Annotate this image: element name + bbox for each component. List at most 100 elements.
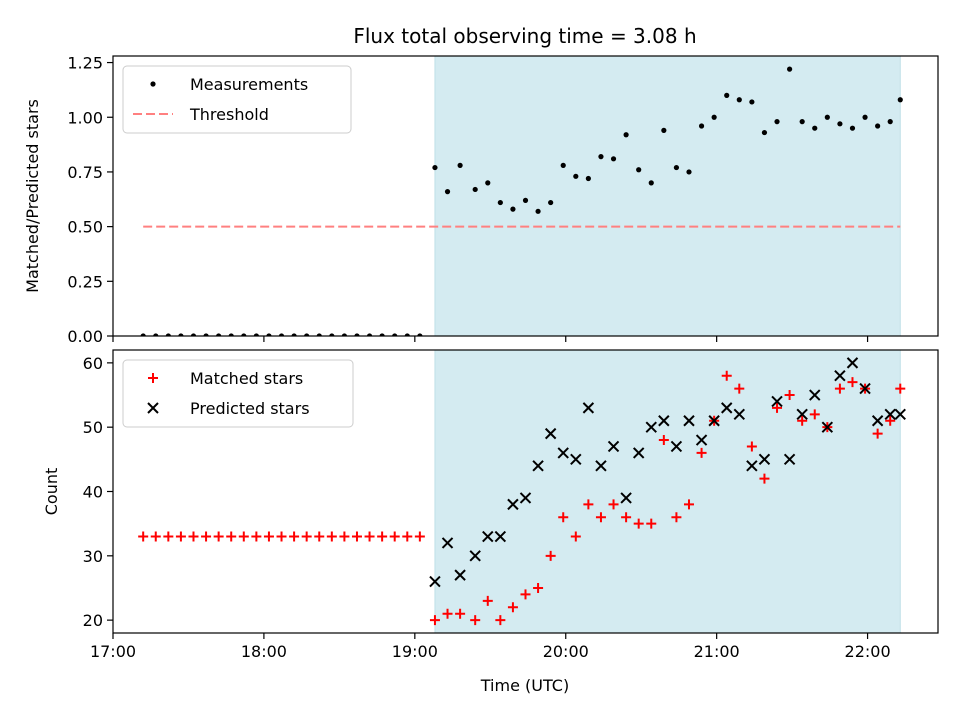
measurement-point xyxy=(228,333,234,336)
predicted-point xyxy=(670,440,683,453)
x-axis-ticks xyxy=(112,336,869,342)
legend-box xyxy=(122,65,352,134)
matched-point xyxy=(351,531,362,542)
measurement-point xyxy=(266,333,272,336)
predicted-point xyxy=(884,408,896,421)
matched-point xyxy=(238,531,249,542)
measurement-point xyxy=(887,119,893,125)
measurement-point xyxy=(686,169,692,175)
predicted-point xyxy=(607,440,620,453)
matched-point xyxy=(621,512,632,523)
measurement-point xyxy=(304,333,310,336)
y-tick-label: 0.00 xyxy=(67,327,103,346)
matched-point xyxy=(377,531,388,542)
measurement-point xyxy=(404,333,410,336)
matched-point xyxy=(163,531,174,542)
bottom-panel: 20 30 40 50 60 17:00 18:00 19:00 20:00 21:00 22:00… xyxy=(42,349,939,661)
measurement-point xyxy=(560,162,566,168)
legend-marker-matched xyxy=(148,373,158,383)
matched-point xyxy=(784,390,795,401)
measurement-point xyxy=(432,164,438,171)
measurement-point xyxy=(417,333,423,336)
series-0 xyxy=(140,66,903,336)
predicted-point xyxy=(494,530,507,543)
series-1 xyxy=(429,357,906,588)
measurement-point xyxy=(153,333,159,336)
matched-point xyxy=(482,595,493,606)
measurement-point xyxy=(522,197,529,203)
predicted-point xyxy=(532,460,544,472)
measurement-point xyxy=(837,121,843,127)
matched-point xyxy=(533,582,544,593)
matched-point xyxy=(658,435,669,446)
measurement-point xyxy=(472,186,478,193)
measurement-point xyxy=(787,66,793,72)
predicted-point xyxy=(683,415,695,427)
y-tick-label: 0.25 xyxy=(67,272,103,291)
predicted-point xyxy=(519,492,532,504)
measurement-point xyxy=(623,132,629,138)
measurement-point xyxy=(497,199,503,206)
y-tick-label: 1.00 xyxy=(67,108,103,127)
legend: Measurements Threshold xyxy=(122,65,352,134)
predicted-point xyxy=(746,460,758,472)
matched-point xyxy=(797,415,808,426)
measurement-point xyxy=(241,333,247,336)
matched-point xyxy=(470,615,481,626)
predicted-point xyxy=(733,408,746,421)
matched-point xyxy=(175,531,186,542)
matched-point xyxy=(326,531,337,542)
predicted-point xyxy=(469,550,481,562)
y-tick-label: 1.25 xyxy=(67,54,103,73)
measurement-point xyxy=(761,129,768,136)
y-tick-label: 20 xyxy=(83,611,103,630)
measurement-point xyxy=(316,333,322,336)
predicted-point xyxy=(557,447,569,459)
legend-marker-measurement xyxy=(150,81,156,87)
matched-point xyxy=(389,531,400,542)
data-marks xyxy=(138,357,906,626)
measurement-point xyxy=(253,333,259,336)
matched-point xyxy=(545,550,556,561)
matched-point xyxy=(558,512,569,523)
series-0 xyxy=(138,370,906,626)
measurement-point xyxy=(897,97,903,103)
predicted-point xyxy=(620,492,632,504)
matched-point xyxy=(696,447,707,458)
predicted-point xyxy=(570,453,582,466)
matched-point xyxy=(364,531,375,542)
y-tick-label: 50 xyxy=(83,418,103,437)
legend-marker-predicted xyxy=(147,402,159,414)
matched-point xyxy=(495,615,506,626)
top-panel: 0.00 0.25 0.50 0.75 1.00 1.25 Matched/Predicte… xyxy=(23,54,939,346)
matched-point xyxy=(895,383,906,394)
measurement-point xyxy=(535,208,541,214)
measurement-point xyxy=(698,123,705,129)
matched-point xyxy=(721,370,732,381)
measurement-point xyxy=(573,173,579,179)
y-tick-label: 0.50 xyxy=(67,218,103,237)
legend-box xyxy=(122,359,354,428)
measurement-point xyxy=(341,333,348,336)
measurement-point xyxy=(585,175,591,182)
measurement-point xyxy=(190,333,197,336)
measurement-point xyxy=(799,119,805,125)
matched-point xyxy=(872,428,883,439)
measurement-point xyxy=(862,114,868,120)
data-marks xyxy=(140,66,903,336)
matched-point xyxy=(633,518,644,529)
predicted-point xyxy=(482,530,494,543)
predicted-point xyxy=(507,498,519,511)
predicted-point xyxy=(846,357,859,369)
measurement-point xyxy=(140,333,146,336)
predicted-point xyxy=(894,408,906,421)
predicted-point xyxy=(441,537,454,549)
matched-point xyxy=(251,531,262,542)
matched-point xyxy=(188,531,199,542)
predicted-point xyxy=(708,415,720,427)
matched-point xyxy=(570,531,581,542)
matched-point xyxy=(608,499,619,510)
matched-point xyxy=(507,602,518,613)
measurement-point xyxy=(875,123,881,129)
matched-point xyxy=(339,531,350,542)
